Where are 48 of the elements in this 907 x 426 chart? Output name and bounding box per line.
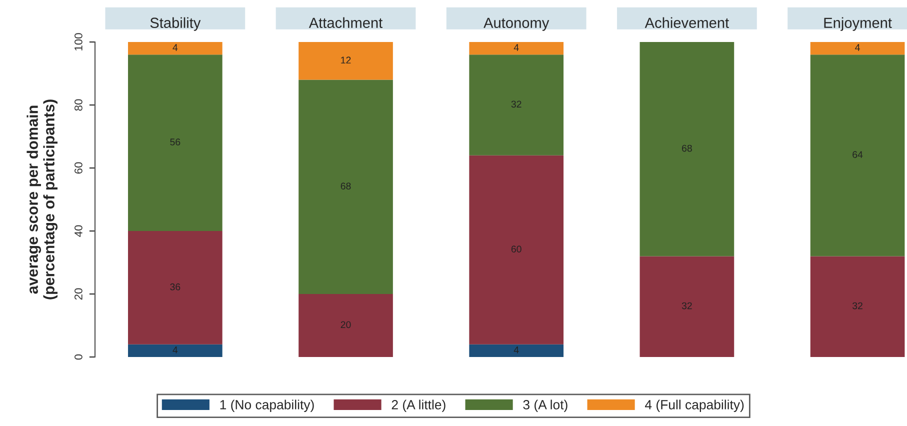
bar	[128, 42, 222, 55]
data-label: 56	[170, 138, 180, 146]
bar	[810, 54, 905, 256]
y-axis-title: average score per domain (percentage of participants)	[26, 100, 58, 300]
data-label: 20	[340, 321, 351, 328]
data-label: 4	[514, 346, 519, 354]
y-tick-label: 60	[74, 162, 82, 174]
y-tick-label: 20	[74, 288, 82, 300]
x-tick-label: Stability	[150, 17, 201, 31]
data-label: 4	[172, 346, 178, 354]
bar	[469, 54, 564, 156]
bar	[640, 256, 734, 357]
x-tick-label: Achievement	[644, 17, 729, 28]
data-label: 12	[341, 56, 351, 64]
legend-label: 2 (A little)	[392, 400, 446, 412]
legend-label: 3 (A lot)	[523, 400, 568, 412]
y-tick-label: 80	[74, 99, 82, 111]
data-label: 68	[340, 182, 351, 190]
x-tick-label: Attachment	[308, 17, 383, 28]
x-tick-label: Enjoyment	[824, 17, 892, 31]
data-label: 36	[170, 283, 180, 290]
bar	[128, 231, 222, 344]
bar	[128, 54, 222, 231]
data-label: 4	[855, 44, 860, 51]
legend-label: 4 (Full capability)	[644, 400, 744, 412]
y-tick-label: 0	[74, 354, 82, 360]
legend-label: 1 (No capability)	[220, 400, 314, 412]
y-tick-label: 40	[74, 225, 82, 237]
data-label: 32	[511, 100, 522, 108]
data-label: 64	[852, 151, 863, 158]
y-tick-label: 100	[74, 33, 82, 50]
x-tick-label: Autonomy	[484, 18, 550, 31]
bar	[298, 294, 393, 357]
bar	[810, 256, 905, 357]
data-label: 68	[682, 144, 692, 152]
bar	[469, 344, 564, 357]
bar	[810, 42, 905, 55]
data-label: 32	[682, 302, 692, 310]
bar	[298, 80, 393, 294]
data-label: 4	[172, 44, 178, 51]
bar	[128, 344, 222, 357]
bar	[469, 155, 564, 344]
bar	[298, 42, 393, 80]
data-label: 60	[511, 246, 522, 253]
data-label: 32	[852, 302, 862, 310]
data-label: 4	[514, 44, 519, 51]
bar	[640, 42, 734, 256]
bar	[469, 42, 564, 55]
